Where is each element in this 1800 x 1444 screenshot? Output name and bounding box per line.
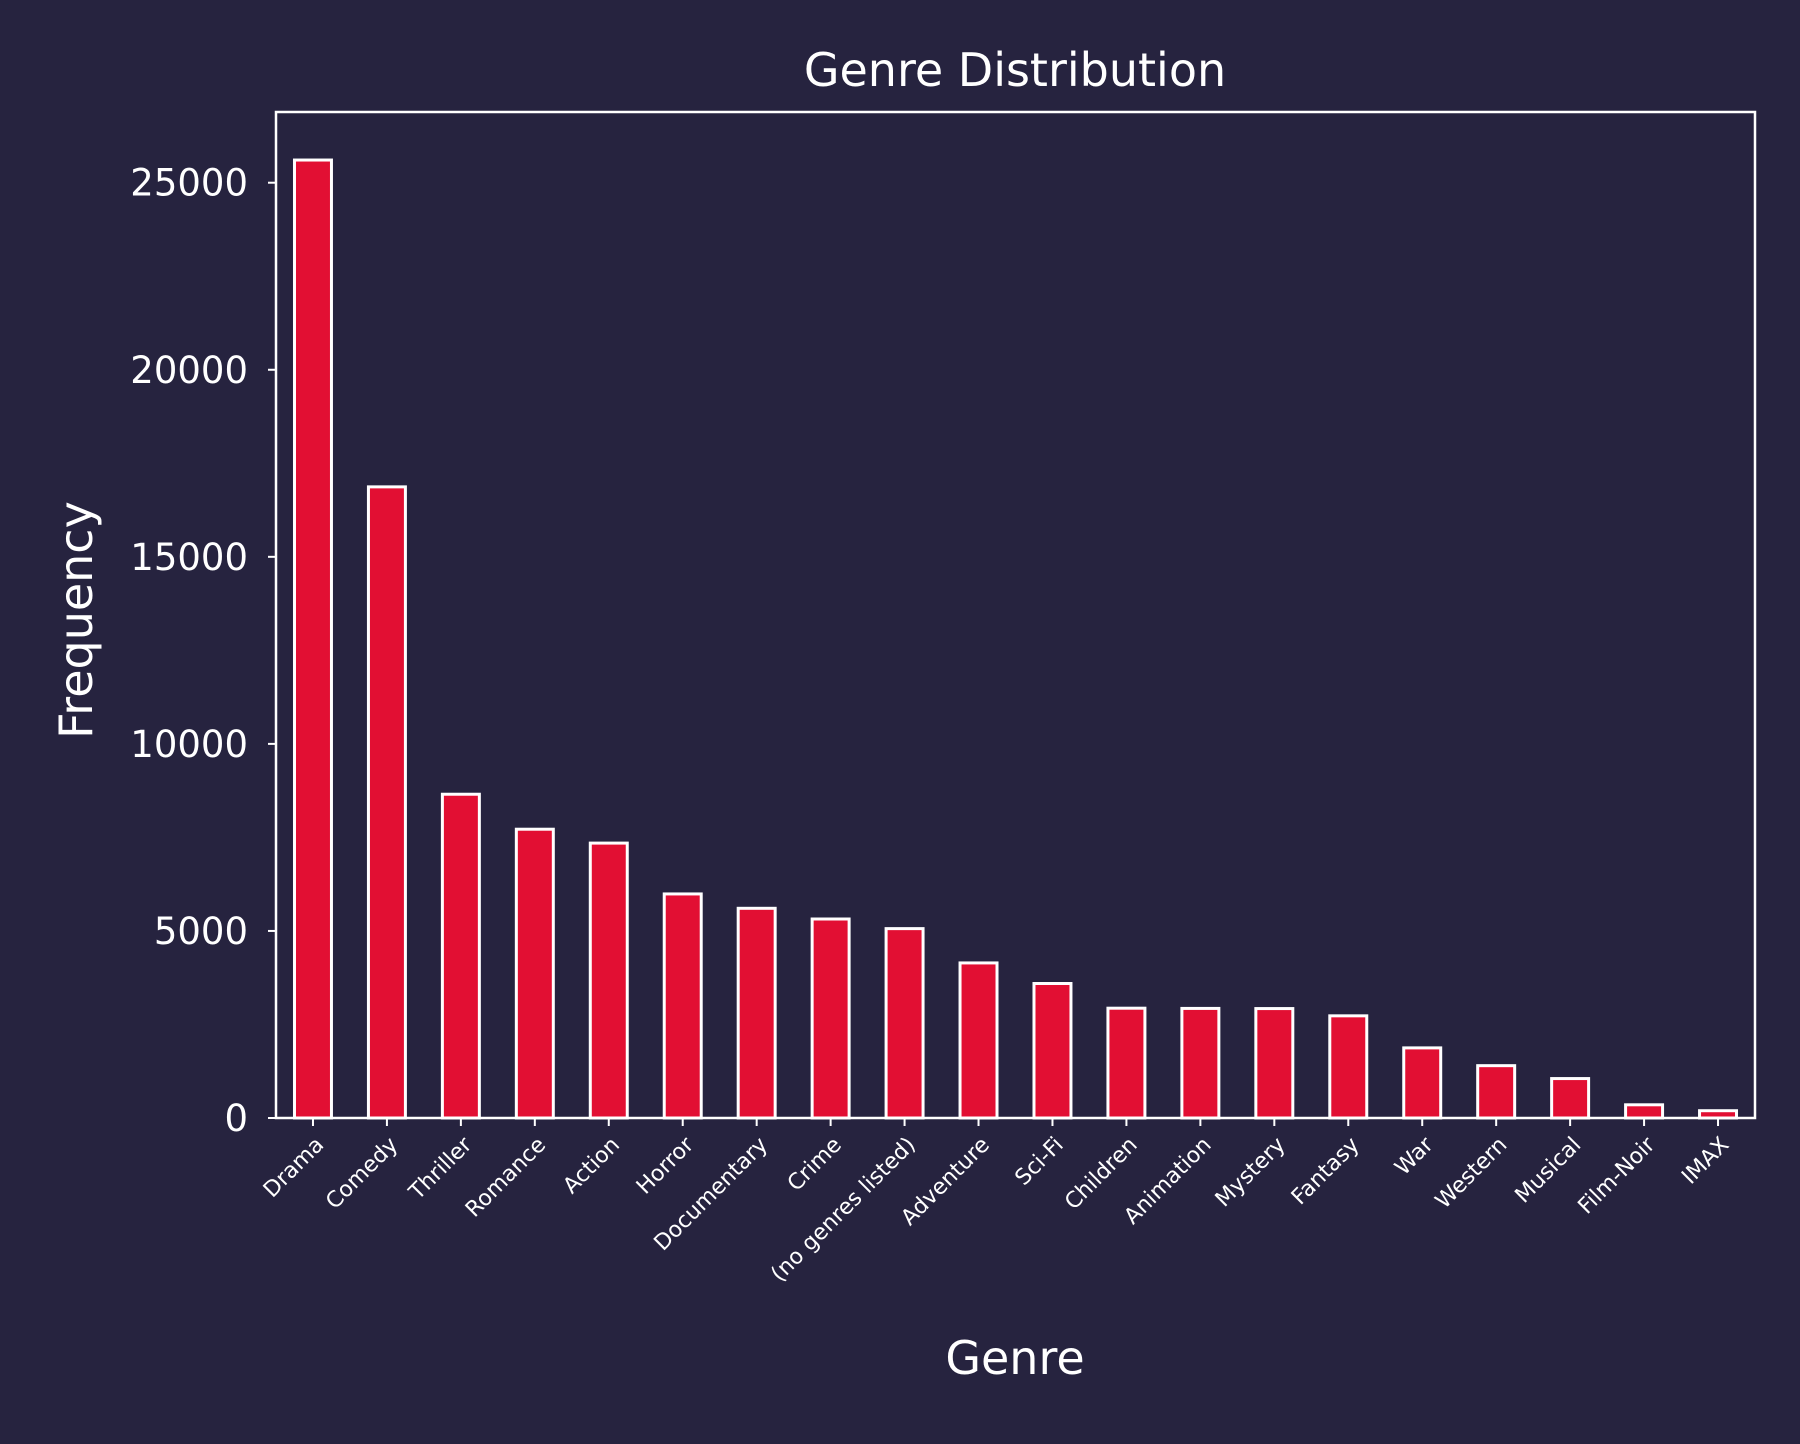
x-axis-label: Genre: [945, 1331, 1084, 1385]
y-tick-label: 25000: [130, 162, 248, 205]
bar-comedy: [366, 485, 407, 1120]
plot-area-frame: [274, 110, 1757, 1120]
bar-mystery: [1254, 1007, 1295, 1120]
bar-children: [1106, 1006, 1147, 1120]
bar-crime: [810, 917, 851, 1120]
bar-adventure: [958, 961, 999, 1120]
bar-sci-fi: [1032, 982, 1073, 1120]
bar-war: [1402, 1046, 1443, 1120]
bar-action: [588, 841, 629, 1120]
bars-layer: [292, 158, 1739, 1120]
bar-no-genres-listed: [884, 927, 925, 1120]
y-tick-label: 20000: [130, 349, 248, 392]
bar-fantasy: [1328, 1014, 1369, 1120]
y-tick-label: 10000: [130, 723, 248, 766]
chart-title: Genre Distribution: [804, 43, 1226, 97]
bar-western: [1476, 1064, 1517, 1120]
bar-musical: [1550, 1077, 1591, 1120]
y-tick-label: 0: [224, 1097, 248, 1140]
y-tick-label: 15000: [130, 536, 248, 579]
bar-thriller: [440, 792, 481, 1120]
bar-documentary: [736, 906, 777, 1120]
bar-film-noir: [1624, 1103, 1665, 1120]
bar-romance: [514, 827, 555, 1120]
bar-animation: [1180, 1006, 1221, 1120]
bar-drama: [292, 158, 333, 1120]
y-tick-label: 5000: [154, 910, 248, 953]
y-axis-ticks: 0 5000 10000 15000 20000 25000: [130, 162, 276, 1140]
bar-horror: [662, 892, 703, 1120]
y-axis-label: Frequency: [49, 501, 103, 739]
